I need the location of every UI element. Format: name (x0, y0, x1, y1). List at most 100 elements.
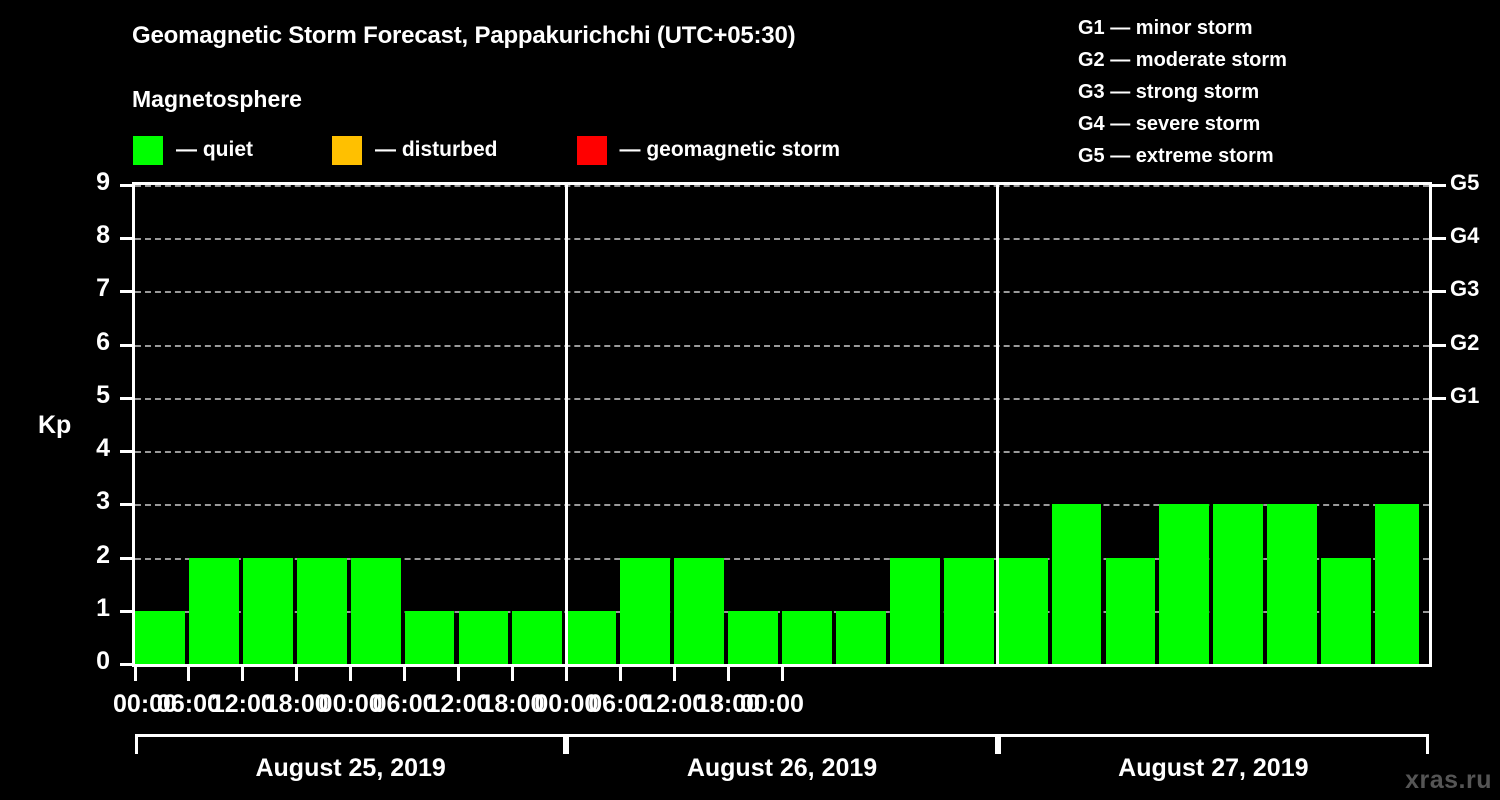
date-label: August 25, 2019 (255, 754, 446, 782)
x-tick-label: 06:00 (372, 690, 437, 718)
g-tick-mark-g5 (1432, 184, 1446, 187)
page-title: Geomagnetic Storm Forecast, Pappakurichc… (132, 22, 796, 49)
legend-label-quiet: — quiet (176, 138, 253, 161)
x-tick-label: 18:00 (480, 690, 545, 718)
y-tick-mark-3 (120, 503, 132, 507)
gridline-kp-3 (135, 504, 1429, 507)
y-tick-mark-7 (120, 290, 132, 294)
bar (835, 610, 886, 664)
x-tick-mark (241, 667, 245, 681)
plot-inner (135, 185, 1429, 664)
g-scale-line-g2: G2 — moderate storm (1078, 49, 1287, 71)
x-tick-mark (672, 667, 676, 681)
x-tick-label: 12:00 (210, 690, 275, 718)
orange-square-swatch (331, 134, 363, 166)
legend-item-storm: — geomagnetic storm (575, 134, 841, 166)
x-tick-mark (457, 667, 460, 681)
y-tick-label-5: 5 (96, 380, 110, 409)
bar (889, 557, 940, 664)
bar (1051, 504, 1102, 664)
g-tick-mark-g1 (1432, 396, 1446, 400)
x-tick-mark (726, 667, 730, 681)
x-tick-label: 12:00 (426, 690, 491, 718)
green-square-swatch (132, 134, 164, 166)
plot-area (132, 182, 1432, 667)
x-tick-mark (187, 667, 191, 681)
red-square-swatch (575, 134, 608, 166)
bar (135, 610, 185, 664)
bar (1105, 557, 1156, 664)
bar (566, 610, 617, 664)
bar (458, 610, 509, 664)
y-tick-mark-4 (120, 450, 132, 454)
date-bracket (997, 734, 1429, 754)
bar (728, 610, 778, 664)
x-tick-mark (564, 667, 568, 681)
g-tick-mark-g3 (1432, 290, 1446, 294)
y-tick-label-0: 0 (96, 647, 110, 675)
bar (188, 557, 239, 664)
legend: — quiet — disturbed — geomagnetic storm (132, 134, 840, 166)
y-tick-label-3: 3 (96, 487, 110, 516)
gridline-kp-9 (135, 185, 1429, 187)
gridline-kp-6 (135, 344, 1429, 347)
bar (943, 557, 994, 664)
y-tick-label-8: 8 (96, 221, 110, 250)
g-tick-label-g4: G4 (1450, 223, 1480, 249)
gridline-kp-8 (135, 238, 1429, 241)
bar (350, 557, 401, 664)
bar (512, 610, 563, 664)
g-scale-line-g5: G5 — extreme storm (1078, 145, 1274, 167)
g-scale-legend: G1 — minor storm G2 — moderate storm G3 … (1078, 12, 1287, 172)
date-bracket (566, 734, 998, 754)
bar (1213, 504, 1264, 664)
date-bracket (135, 734, 567, 754)
gridline-kp-7 (135, 291, 1429, 294)
x-tick-mark (295, 667, 299, 681)
g-scale-line-g4: G4 — severe storm (1078, 113, 1261, 135)
y-tick-label-1: 1 (96, 593, 110, 622)
g-tick-label-g1: G1 (1450, 382, 1480, 408)
bar (1375, 504, 1419, 664)
g-tick-label-g2: G2 (1450, 329, 1480, 355)
x-tick-mark (403, 667, 407, 681)
bar (1321, 557, 1372, 664)
y-tick-mark-1 (120, 609, 132, 613)
legend-label-disturbed: — disturbed (375, 138, 498, 161)
x-tick-label: 18:00 (696, 690, 761, 718)
legend-label-storm: — geomagnetic storm (619, 138, 841, 161)
bar (620, 557, 671, 664)
day-separator (996, 185, 1000, 664)
legend-group-title: Magnetosphere (132, 86, 302, 112)
watermark: xras.ru (1405, 766, 1492, 794)
bar (674, 557, 725, 664)
y-tick-label-4: 4 (96, 434, 110, 463)
bar (296, 557, 347, 664)
x-tick-mark (349, 667, 353, 681)
date-label: August 27, 2019 (1118, 754, 1309, 782)
x-tick-mark (510, 667, 514, 681)
g-tick-mark-g2 (1432, 343, 1446, 347)
y-axis-label: Kp (38, 411, 72, 439)
x-tick-mark (133, 667, 137, 681)
x-tick-label: 00:00 (534, 690, 599, 718)
x-tick-label: 12:00 (642, 690, 707, 718)
bar (242, 557, 293, 664)
x-tick-mark (780, 667, 784, 681)
g-scale-line-g1: G1 — minor storm (1078, 17, 1253, 39)
y-tick-label-9: 9 (96, 168, 110, 196)
bar (1267, 504, 1318, 664)
y-tick-mark-6 (120, 343, 132, 347)
x-tick-mark (618, 667, 622, 681)
x-tick-label: 06:00 (156, 690, 221, 718)
g-tick-label-g5: G5 (1450, 170, 1480, 195)
legend-item-disturbed: — disturbed (331, 134, 498, 166)
y-tick-mark-5 (120, 396, 132, 400)
g-tick-label-g3: G3 (1450, 276, 1480, 302)
y-tick-label-2: 2 (96, 540, 110, 569)
y-tick-mark-2 (120, 556, 132, 560)
g-tick-mark-g4 (1432, 237, 1446, 241)
bar (1159, 504, 1210, 664)
y-tick-label-6: 6 (96, 327, 110, 356)
